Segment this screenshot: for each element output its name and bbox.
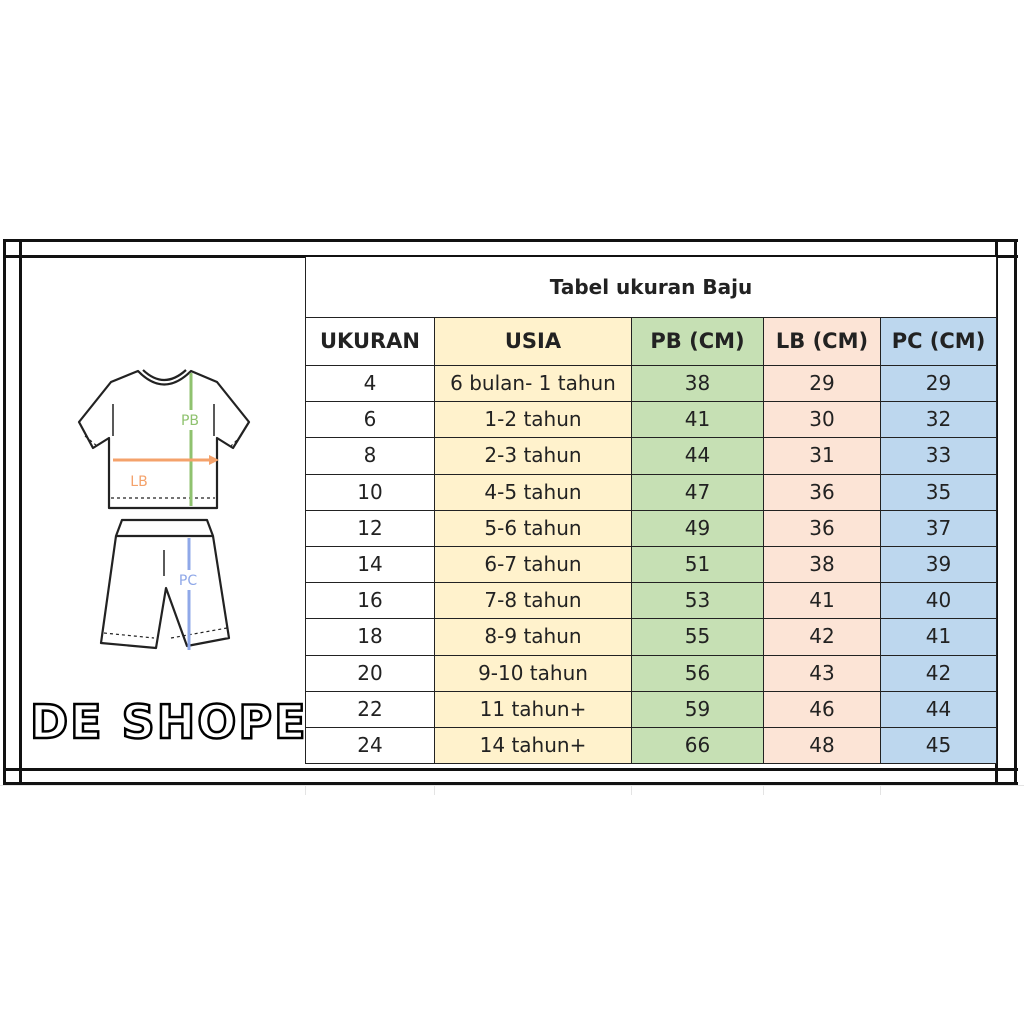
- size-table: Tabel ukuran Baju UKURAN USIA PB (CM) LB…: [305, 257, 997, 765]
- header-usia: USIA: [434, 317, 632, 366]
- cell-ukuran: 8: [305, 437, 435, 475]
- cell-lb: 43: [763, 654, 881, 692]
- frame-line: [3, 239, 1018, 242]
- cell-lb: 42: [763, 618, 881, 656]
- cell-pc: 32: [880, 401, 997, 439]
- cell-usia: 11 tahun+: [434, 690, 632, 728]
- pc-label: PC: [179, 573, 197, 589]
- cell-lb: 29: [763, 364, 881, 403]
- header-pb: PB (CM): [631, 317, 764, 366]
- cell-lb: 31: [763, 437, 881, 475]
- cell-usia: 7-8 tahun: [434, 582, 632, 620]
- shirt-outline: [77, 369, 251, 510]
- cell-usia: 1-2 tahun: [434, 401, 632, 439]
- cell-ukuran: 22: [305, 690, 435, 728]
- frame-line: [3, 239, 6, 785]
- cell-pb: 66: [631, 726, 764, 765]
- cell-pb: 49: [631, 509, 764, 547]
- cell-ukuran: 12: [305, 509, 435, 547]
- cell-pb: 56: [631, 654, 764, 692]
- table-row: 14 6-7 tahun 51 38 39: [305, 545, 997, 584]
- header-ukuran: UKURAN: [305, 317, 435, 366]
- cell-usia: 4-5 tahun: [434, 473, 632, 511]
- table-row: 20 9-10 tahun 56 43 42: [305, 654, 997, 692]
- cell-usia: 6 bulan- 1 tahun: [434, 364, 632, 403]
- frame-line: [1014, 239, 1017, 785]
- cell-lb: 46: [763, 690, 881, 728]
- cell-ukuran: 20: [305, 654, 435, 692]
- cell-lb: 48: [763, 726, 881, 765]
- table-row: 10 4-5 tahun 47 36 35: [305, 473, 997, 511]
- cell-lb: 36: [763, 473, 881, 511]
- cell-pc: 29: [880, 364, 997, 403]
- cell-lb: 41: [763, 582, 881, 620]
- frame-line: [3, 255, 1018, 258]
- cell-pb: 38: [631, 364, 764, 403]
- frame-line: [19, 239, 22, 785]
- cell-pb: 51: [631, 545, 764, 584]
- cell-pc: 42: [880, 654, 997, 692]
- cell-usia: 9-10 tahun: [434, 654, 632, 692]
- cell-pb: 53: [631, 582, 764, 620]
- frame-line: [995, 239, 998, 785]
- cell-usia: 5-6 tahun: [434, 509, 632, 547]
- table-row: 12 5-6 tahun 49 36 37: [305, 509, 997, 547]
- cell-ukuran: 6: [305, 401, 435, 439]
- frame-line: [3, 782, 1018, 785]
- cell-pc: 40: [880, 582, 997, 620]
- cell-ukuran: 16: [305, 582, 435, 620]
- cell-usia: 8-9 tahun: [434, 618, 632, 656]
- table-row: 24 14 tahun+ 66 48 45: [305, 726, 997, 765]
- cell-pc: 41: [880, 618, 997, 656]
- header-row: UKURAN USIA PB (CM) LB (CM) PC (CM): [305, 317, 997, 366]
- cell-pb: 44: [631, 437, 764, 475]
- cell-lb: 38: [763, 545, 881, 584]
- cell-usia: 2-3 tahun: [434, 437, 632, 475]
- cell-ukuran: 10: [305, 473, 435, 511]
- header-lb: LB (CM): [763, 317, 881, 366]
- cell-lb: 30: [763, 401, 881, 439]
- clothing-illustration: PB LB PC: [77, 369, 251, 650]
- pb-label: PB: [181, 413, 199, 429]
- cell-pb: 41: [631, 401, 764, 439]
- cell-pb: 55: [631, 618, 764, 656]
- lb-label: LB: [130, 474, 147, 490]
- table-row: 8 2-3 tahun 44 31 33: [305, 437, 997, 475]
- cell-pc: 33: [880, 437, 997, 475]
- table-title: Tabel ukuran Baju: [305, 257, 997, 318]
- cell-lb: 36: [763, 509, 881, 547]
- table-row: 18 8-9 tahun 55 42 41: [305, 618, 997, 656]
- cell-usia: 6-7 tahun: [434, 545, 632, 584]
- table-row: 22 11 tahun+ 59 46 44: [305, 690, 997, 728]
- shorts-outline: [99, 518, 231, 650]
- cell-ukuran: 18: [305, 618, 435, 656]
- cell-ukuran: 4: [305, 364, 435, 403]
- header-pc: PC (CM): [880, 317, 997, 366]
- cell-pb: 47: [631, 473, 764, 511]
- illustration-panel: PB LB PC: [21, 258, 305, 769]
- table-row: 16 7-8 tahun 53 41 40: [305, 582, 997, 620]
- cell-usia: 14 tahun+: [434, 726, 632, 765]
- logo: DE SHOPE: [29, 694, 308, 751]
- cell-pc: 44: [880, 690, 997, 728]
- cell-pc: 35: [880, 473, 997, 511]
- cell-ukuran: 14: [305, 545, 435, 584]
- cell-pc: 45: [880, 726, 997, 765]
- cell-pc: 37: [880, 509, 997, 547]
- cell-pb: 59: [631, 690, 764, 728]
- cell-ukuran: 24: [305, 726, 435, 765]
- table-row: 6 1-2 tahun 41 30 32: [305, 401, 997, 439]
- frame-line: [3, 768, 1018, 771]
- cell-pc: 39: [880, 545, 997, 584]
